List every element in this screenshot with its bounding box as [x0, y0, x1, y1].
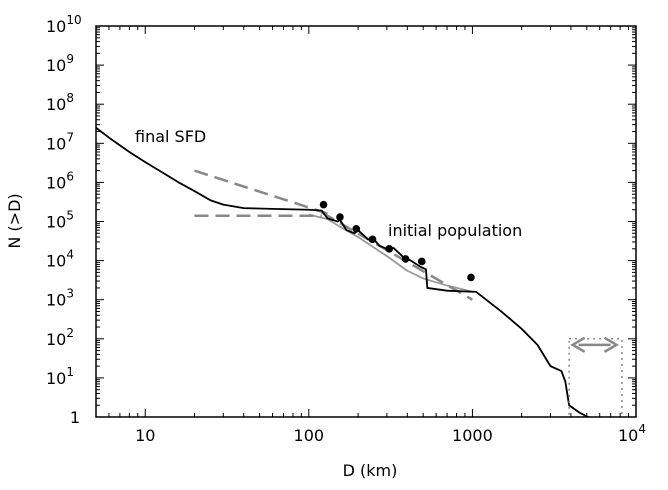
y-tick-label-exp: 8: [66, 91, 74, 105]
y-tick-label: 103: [46, 287, 74, 310]
initial-population-point: [467, 273, 475, 282]
x-tick-label: 1000: [452, 426, 493, 445]
y-tick-label-base: 10: [46, 291, 66, 310]
series-line-final-sfd: [96, 127, 589, 417]
y-tick-label-exp: 9: [66, 52, 74, 66]
y-axis-label: N (>D): [5, 193, 24, 248]
x-tick-label-base: 100: [294, 426, 325, 445]
range-arrow-left-head: [570, 336, 586, 353]
y-tick-label: 104: [46, 248, 74, 271]
y-tick-label-exp: 4: [66, 248, 74, 262]
y-tick-label-base: 10: [46, 213, 66, 232]
y-tick-label-exp: 7: [66, 130, 74, 144]
x-tick-label: 100: [294, 426, 325, 445]
x-tick-label: 10: [135, 426, 155, 445]
range-arrow-right-head: [603, 336, 619, 353]
y-tick-label-base: 10: [46, 17, 66, 36]
y-tick-label-base: 10: [46, 134, 66, 153]
x-axis-label: D (km): [343, 461, 398, 480]
annotation-initial-population: initial population: [388, 221, 522, 240]
initial-population-point: [385, 245, 394, 253]
y-tick-label: 1: [70, 408, 80, 427]
initial-population-point: [417, 257, 426, 266]
initial-population-point: [336, 213, 344, 221]
y-tick-label-exp: 1: [66, 365, 74, 379]
y-tick-label-exp: 5: [66, 209, 74, 223]
y-tick-label-base: 10: [46, 95, 66, 114]
y-tick-label-exp: 2: [66, 326, 74, 340]
y-tick-label: 1010: [46, 13, 82, 36]
y-tick-label-exp: 6: [66, 169, 74, 183]
y-tick-label-base: 10: [46, 173, 66, 192]
y-tick-label: 105: [46, 209, 74, 232]
series-line-dashed-fit-steep: [321, 211, 474, 301]
y-tick-label: 101: [46, 365, 74, 388]
annotation-final-sfd: final SFD: [135, 127, 206, 146]
initial-population-point: [352, 225, 361, 233]
y-tick-label-exp: 3: [66, 287, 74, 301]
plot-frame: [95, 25, 637, 418]
y-tick-label-base: 10: [46, 56, 66, 75]
data-layer: [96, 127, 623, 417]
y-tick-label: 102: [46, 326, 74, 349]
y-tick-label-base: 10: [46, 369, 66, 388]
initial-population-point: [368, 235, 377, 244]
x-tick-label-base: 10: [135, 426, 155, 445]
y-tick-label-base: 10: [46, 330, 66, 349]
y-tick-label: 107: [46, 130, 74, 153]
x-tick-label-exp: 4: [638, 422, 646, 436]
initial-population-point: [319, 200, 328, 209]
axis-ticks: [95, 25, 637, 418]
y-tick-label: 106: [46, 169, 74, 192]
series-line-dashed-fit-upper: [194, 169, 328, 215]
plot-area: [96, 127, 623, 417]
series-line-initial-population-smooth: [308, 213, 473, 293]
x-tick-labels: 10 100 1000 104: [135, 422, 646, 445]
y-tick-label-base: 10: [46, 252, 66, 271]
x-tick-label: 104: [618, 422, 646, 445]
y-tick-label-exp: 10: [66, 13, 81, 27]
y-tick-label: 108: [46, 91, 74, 114]
dotted-range-box: [568, 338, 623, 417]
initial-population-point: [401, 255, 410, 263]
x-tick-label-base: 10: [618, 426, 638, 445]
y-tick-label: 109: [46, 52, 74, 75]
x-tick-label-base: 1000: [452, 426, 493, 445]
